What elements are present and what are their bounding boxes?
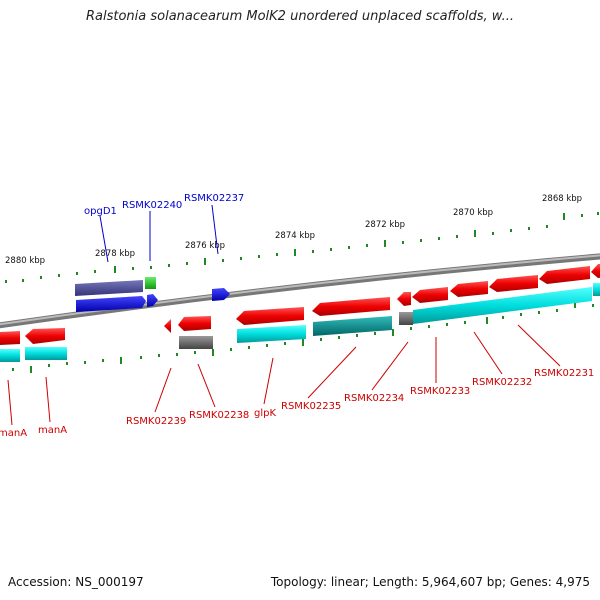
scale-label-2870: 2870 kbp [453,208,493,218]
gene-glpK[interactable] [236,307,304,325]
topology-text: Topology: linear; Length: 5,964,607 bp; … [270,575,590,589]
gene-RSMK02232-b[interactable] [489,275,538,292]
gene-manA-2-rna[interactable] [25,347,67,360]
reverse-genes [0,264,600,362]
gene-RSMK02235[interactable] [312,297,390,316]
label-manA-2[interactable]: manA [38,425,67,436]
label-RSMK02234[interactable]: RSMK02234 [344,393,404,404]
callouts-bottom [7,324,561,426]
scale-ticks-lower [12,301,594,373]
label-opgD1[interactable]: opgD1 [84,206,117,217]
gene-RSMK02235-rna[interactable] [313,316,392,336]
gene-RSMK02234-pseudo[interactable] [399,312,413,325]
label-RSMK02231[interactable]: RSMK02231 [534,368,594,379]
callouts-top [99,204,219,263]
gene-RSMK02231[interactable] [539,266,590,284]
scale-label-2880: 2880 kbp [5,256,45,266]
label-RSMK02238[interactable]: RSMK02238 [189,410,249,421]
scale-label-2874: 2874 kbp [275,231,315,241]
gene-opgD1-rna[interactable] [75,280,143,296]
gene-RSMK02239[interactable] [164,319,171,333]
gene-manA-2[interactable] [25,328,65,344]
label-RSMK02233[interactable]: RSMK02233 [410,386,470,397]
scale-label-2872: 2872 kbp [365,220,405,230]
gene-RSMK02238[interactable] [178,316,211,331]
gene-RSMK02238-pseudo[interactable] [179,336,213,349]
gene-RSMK02234[interactable] [397,292,411,306]
gene-manA-1-rna[interactable] [0,349,20,362]
map-title: Ralstonia solanacearum MolK2 unordered u… [85,9,514,24]
label-RSMK02237[interactable]: RSMK02237 [184,193,244,204]
gene-cluster-rna[interactable] [413,287,592,324]
scale-label-2876: 2876 kbp [185,241,225,251]
accession-text: Accession: NS_000197 [8,575,144,589]
scale-label-2868: 2868 kbp [542,194,582,204]
label-RSMK02240[interactable]: RSMK02240 [122,200,182,211]
gene-RSMK02237[interactable] [212,288,230,301]
label-glpK[interactable]: glpK [254,408,276,419]
label-manA-1[interactable]: manA [0,428,27,439]
forward-genes [75,277,230,312]
gene-glpK-rna[interactable] [237,325,306,343]
label-RSMK02235[interactable]: RSMK02235 [281,401,341,412]
gene-RSMK02240-rna[interactable] [145,277,156,289]
label-RSMK02239[interactable]: RSMK02239 [126,416,186,427]
gene-edge[interactable] [591,264,600,278]
gene-edge-rna[interactable] [593,283,600,296]
gene-RSMK02232-a[interactable] [450,281,488,297]
gene-manA-1[interactable] [0,331,20,345]
scale-ticks-upper [5,212,599,283]
gene-opgD1[interactable] [76,296,146,312]
gene-RSMK02233[interactable] [412,287,448,303]
label-RSMK02232[interactable]: RSMK02232 [472,377,532,388]
scale-label-2878: 2878 kbp [95,249,135,259]
gene-RSMK02240[interactable] [147,294,158,307]
